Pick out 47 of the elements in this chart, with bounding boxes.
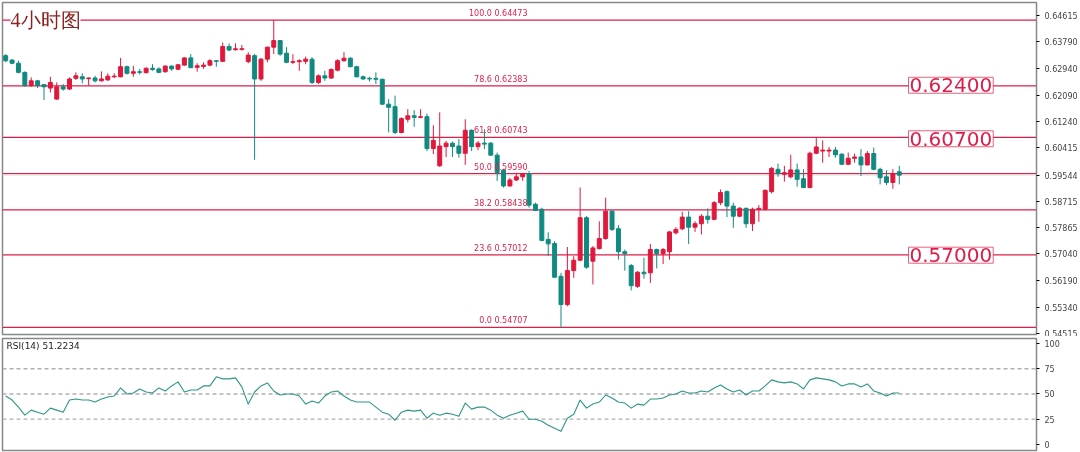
y-tick-label: 0.56190 <box>1044 277 1078 287</box>
candlestick <box>686 210 692 245</box>
y-tick-label: 0.54515 <box>1044 329 1078 339</box>
candlestick <box>858 148 864 177</box>
candlestick <box>896 165 902 185</box>
line-series <box>5 376 900 432</box>
candlestick <box>309 56 315 85</box>
y-tick-label: 100 <box>1044 340 1060 350</box>
candlestick <box>775 163 781 178</box>
ref-line-label: 38.2 0.58438 <box>474 198 528 208</box>
candlestick <box>252 53 258 161</box>
y-tick-label: 75 <box>1044 365 1055 375</box>
y-tick-label: 0.58715 <box>1044 197 1078 207</box>
y-tick-label: 0.55340 <box>1044 303 1078 313</box>
candlestick <box>641 257 647 280</box>
candlestick <box>679 211 685 231</box>
y-tick-label: 0.60415 <box>1044 144 1078 154</box>
y-tick-label: 0.63790 <box>1044 38 1078 48</box>
annotation: 0.57000 <box>909 243 993 268</box>
annotation: 0.62400 <box>909 73 993 98</box>
candlestick <box>628 263 634 291</box>
ref-line-label: 100.0 0.64473 <box>468 9 528 19</box>
candlestick <box>475 140 481 151</box>
candlestick <box>647 243 653 284</box>
y-tick-label: 0.62940 <box>1044 64 1078 74</box>
candlestick <box>220 41 226 63</box>
y-tick-label: 0 <box>1044 440 1050 450</box>
candlestick <box>890 168 896 190</box>
candlestick <box>469 128 475 152</box>
y-tick-label: 0.64615 <box>1044 12 1078 22</box>
chart-title: RSI(14) 51.2234 <box>6 340 80 351</box>
y-tick-label: 0.62090 <box>1044 91 1078 101</box>
ref-line-label: 23.6 0.57012 <box>474 243 528 253</box>
y-tick-label: 50 <box>1044 390 1055 400</box>
candlestick <box>698 213 704 235</box>
candlestick <box>290 53 296 65</box>
ref-line-label: 78.6 0.62383 <box>474 74 528 84</box>
y-tick-label: 0.57865 <box>1044 224 1078 234</box>
annotation: 0.60700 <box>909 126 993 151</box>
y-tick-label: 25 <box>1044 415 1055 425</box>
chart-title: 4小时图 <box>10 8 81 31</box>
candlestick <box>462 118 468 166</box>
y-tick-label: 0.57040 <box>1044 250 1078 260</box>
candlestick <box>692 220 698 233</box>
y-tick-label: 0.59544 <box>1044 171 1078 181</box>
y-tick-label: 0.61240 <box>1044 118 1078 128</box>
ref-line-label: 0.0 0.54707 <box>479 316 528 326</box>
